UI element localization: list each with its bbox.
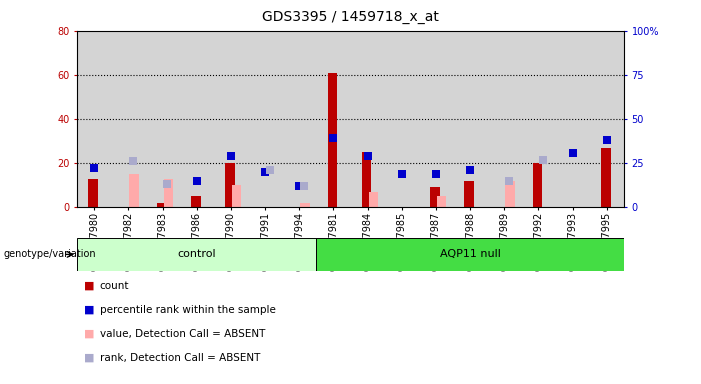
Text: ■: ■	[84, 329, 95, 339]
Bar	[163, 179, 173, 207]
Text: ■: ■	[84, 353, 95, 362]
Bar	[522, 31, 556, 207]
Text: count: count	[100, 281, 129, 291]
Bar	[430, 187, 440, 207]
Bar	[88, 179, 98, 207]
Bar	[157, 203, 166, 207]
Text: ■: ■	[84, 305, 95, 315]
Bar	[316, 238, 624, 271]
Bar	[214, 31, 248, 207]
Bar	[533, 163, 543, 207]
Text: ■: ■	[84, 281, 95, 291]
Text: AQP11 null: AQP11 null	[440, 249, 501, 260]
Text: genotype/variation: genotype/variation	[4, 249, 96, 260]
Bar	[327, 73, 337, 207]
Bar	[453, 31, 487, 207]
Bar	[129, 174, 139, 207]
Bar	[232, 185, 241, 207]
Text: GDS3395 / 1459718_x_at: GDS3395 / 1459718_x_at	[262, 10, 439, 23]
Bar	[505, 181, 515, 207]
Bar	[225, 163, 235, 207]
Text: control: control	[177, 249, 216, 260]
Bar	[369, 192, 378, 207]
Bar	[362, 152, 372, 207]
Bar	[300, 203, 310, 207]
Text: value, Detection Call = ABSENT: value, Detection Call = ABSENT	[100, 329, 265, 339]
Bar	[350, 31, 385, 207]
Bar	[191, 196, 200, 207]
Bar	[437, 196, 447, 207]
Bar	[77, 238, 316, 271]
Bar	[385, 31, 419, 207]
Bar	[601, 148, 611, 207]
Bar	[77, 31, 111, 207]
Bar	[418, 31, 453, 207]
Text: percentile rank within the sample: percentile rank within the sample	[100, 305, 275, 315]
Bar	[316, 31, 350, 207]
Text: rank, Detection Call = ABSENT: rank, Detection Call = ABSENT	[100, 353, 260, 362]
Bar	[464, 181, 474, 207]
Bar	[248, 31, 282, 207]
Bar	[146, 31, 179, 207]
Bar	[179, 31, 214, 207]
Bar	[556, 31, 590, 207]
Bar	[283, 31, 316, 207]
Bar	[111, 31, 146, 207]
Bar	[487, 31, 522, 207]
Bar	[590, 31, 624, 207]
